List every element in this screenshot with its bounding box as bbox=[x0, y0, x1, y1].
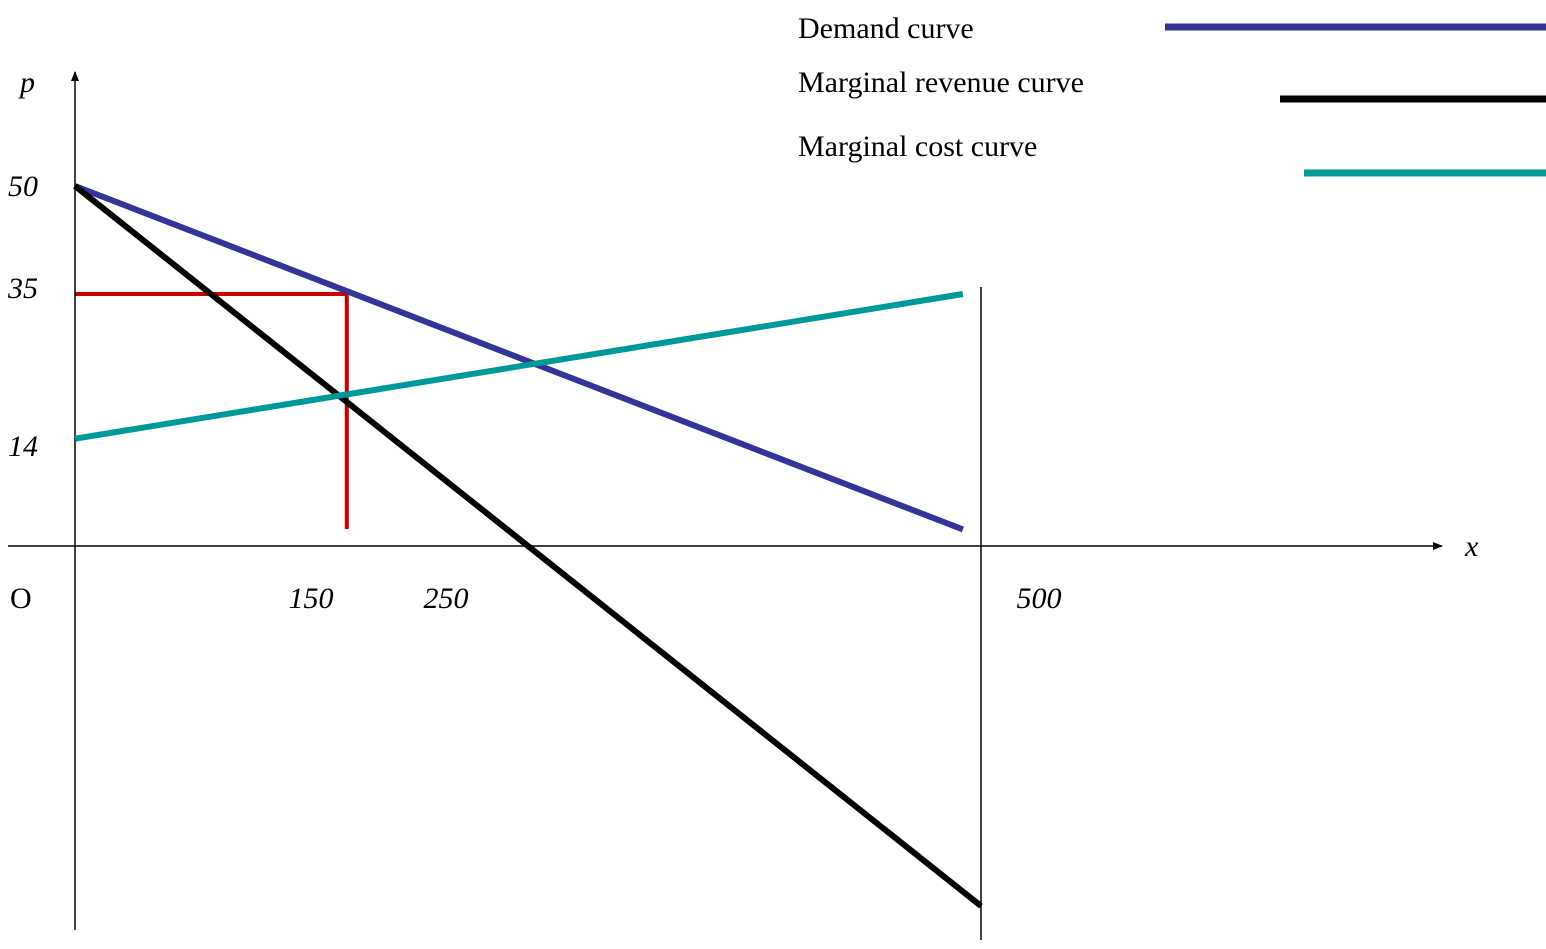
mr-curve bbox=[73, 183, 983, 909]
demand-curve bbox=[73, 183, 964, 533]
x-tick-label-150: 150 bbox=[289, 582, 334, 615]
y-tick-label-14: 14 bbox=[8, 430, 38, 463]
y-tick-label-50: 50 bbox=[8, 170, 38, 203]
mc-curve bbox=[74, 291, 964, 442]
x-tick-label-500: 500 bbox=[1017, 582, 1062, 615]
legend-label-mr: Marginal revenue curve bbox=[798, 66, 1084, 99]
x-tick-label-250: 250 bbox=[424, 582, 469, 615]
origin-label: O bbox=[10, 582, 32, 615]
y-tick-label-35: 35 bbox=[7, 272, 38, 305]
legend-label-demand: Demand curve bbox=[798, 12, 974, 45]
legend-label-mc: Marginal cost curve bbox=[798, 130, 1037, 163]
x-axis-label: x bbox=[1464, 530, 1479, 563]
y-axis-label: p bbox=[18, 66, 35, 99]
